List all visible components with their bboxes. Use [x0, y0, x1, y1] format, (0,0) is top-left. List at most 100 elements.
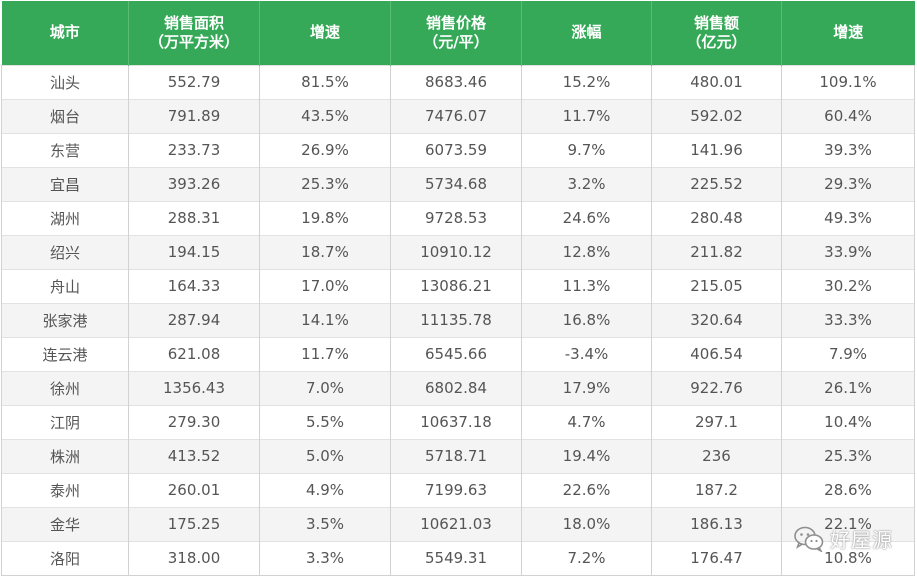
value-cell: 176.47 — [651, 540, 782, 576]
value-cell: 7.0% — [259, 370, 391, 405]
city-cell: 金华 — [1, 506, 129, 541]
value-cell: 12.8% — [521, 234, 652, 269]
value-cell: 1356.43 — [128, 370, 260, 405]
table-row: 泰州 260.01 4.9% 7199.63 22.6% 187.2 28.6% — [1, 472, 915, 507]
table-row: 汕头 552.79 81.5% 8683.46 15.2% 480.01 109.1% — [1, 64, 915, 99]
table-row: 洛阳 318.00 3.3% 5549.31 7.2% 176.47 10.8% — [1, 540, 915, 576]
value-cell: 11135.78 — [390, 302, 522, 337]
table-row: 株洲 413.52 5.0% 5718.71 19.4% 236 25.3% — [1, 438, 915, 473]
value-cell: 81.5% — [259, 64, 391, 99]
value-cell: 393.26 — [128, 166, 260, 201]
city-cell: 洛阳 — [1, 540, 129, 576]
column-header-unit: （万平方米） — [148, 32, 239, 51]
city-cell: 东营 — [1, 132, 129, 167]
table-body: 汕头 552.79 81.5% 8683.46 15.2% 480.01 109.1% 烟台 7… — [1, 64, 915, 576]
column-header: 涨幅 — [521, 1, 652, 65]
value-cell: 6073.59 — [390, 132, 522, 167]
value-cell: 33.3% — [781, 302, 915, 337]
column-header: 销售价格 （元/平） — [390, 1, 522, 65]
column-header: 销售额 （亿元） — [651, 1, 782, 65]
value-cell: 8683.46 — [390, 64, 522, 99]
column-header-label: 销售面积 — [163, 13, 224, 32]
table-row: 宜昌 393.26 25.3% 5734.68 3.2% 225.52 29.3% — [1, 166, 915, 201]
value-cell: 552.79 — [128, 64, 260, 99]
value-cell: 186.13 — [651, 506, 782, 541]
value-cell: 406.54 — [651, 336, 782, 371]
value-cell: -3.4% — [521, 336, 652, 371]
value-cell: 5.5% — [259, 404, 391, 439]
column-header: 城市 — [2, 1, 129, 65]
city-cell: 烟台 — [1, 98, 129, 133]
value-cell: 621.08 — [128, 336, 260, 371]
value-cell: 5718.71 — [390, 438, 522, 473]
value-cell: 109.1% — [781, 64, 915, 99]
value-cell: 39.3% — [781, 132, 915, 167]
city-cell: 绍兴 — [1, 234, 129, 269]
value-cell: 49.3% — [781, 200, 915, 235]
value-cell: 14.1% — [259, 302, 391, 337]
table-row: 张家港 287.94 14.1% 11135.78 16.8% 320.64 33.3% — [1, 302, 915, 337]
value-cell: 30.2% — [781, 268, 915, 303]
value-cell: 16.8% — [521, 302, 652, 337]
column-header-unit: （亿元） — [686, 32, 747, 51]
value-cell: 287.94 — [128, 302, 260, 337]
city-cell: 连云港 — [1, 336, 129, 371]
value-cell: 280.48 — [651, 200, 782, 235]
value-cell: 4.7% — [521, 404, 652, 439]
value-cell: 164.33 — [128, 268, 260, 303]
value-cell: 225.52 — [651, 166, 782, 201]
value-cell: 18.0% — [521, 506, 652, 541]
value-cell: 413.52 — [128, 438, 260, 473]
value-cell: 141.96 — [651, 132, 782, 167]
value-cell: 22.1% — [781, 506, 915, 541]
value-cell: 17.0% — [259, 268, 391, 303]
value-cell: 7476.07 — [390, 98, 522, 133]
table-row: 东营 233.73 26.9% 6073.59 9.7% 141.96 39.3% — [1, 132, 915, 167]
value-cell: 11.7% — [521, 98, 652, 133]
city-cell: 湖州 — [1, 200, 129, 235]
table-row: 绍兴 194.15 18.7% 10910.12 12.8% 211.82 33.9% — [1, 234, 915, 269]
value-cell: 43.5% — [259, 98, 391, 133]
value-cell: 17.9% — [521, 370, 652, 405]
value-cell: 791.89 — [128, 98, 260, 133]
value-cell: 10.4% — [781, 404, 915, 439]
value-cell: 3.5% — [259, 506, 391, 541]
value-cell: 9728.53 — [390, 200, 522, 235]
value-cell: 6802.84 — [390, 370, 522, 405]
column-header-label: 增速 — [309, 23, 340, 42]
column-header-label: 涨幅 — [571, 23, 602, 42]
table-row: 湖州 288.31 19.8% 9728.53 24.6% 280.48 49.3% — [1, 200, 915, 235]
column-header-label: 增速 — [833, 23, 864, 42]
value-cell: 25.3% — [259, 166, 391, 201]
value-cell: 194.15 — [128, 234, 260, 269]
value-cell: 592.02 — [651, 98, 782, 133]
value-cell: 318.00 — [128, 540, 260, 576]
watermark: 好屋源 — [794, 524, 893, 553]
column-header: 增速 — [781, 1, 915, 65]
value-cell: 10.8% — [781, 540, 915, 576]
value-cell: 10621.03 — [390, 506, 522, 541]
value-cell: 215.05 — [651, 268, 782, 303]
value-cell: 29.3% — [781, 166, 915, 201]
value-cell: 175.25 — [128, 506, 260, 541]
value-cell: 7.9% — [781, 336, 915, 371]
value-cell: 236 — [651, 438, 782, 473]
value-cell: 28.6% — [781, 472, 915, 507]
value-cell: 187.2 — [651, 472, 782, 507]
value-cell: 11.7% — [259, 336, 391, 371]
value-cell: 18.7% — [259, 234, 391, 269]
value-cell: 480.01 — [651, 64, 782, 99]
value-cell: 10637.18 — [390, 404, 522, 439]
value-cell: 5734.68 — [390, 166, 522, 201]
table-row: 烟台 791.89 43.5% 7476.07 11.7% 592.02 60.4% — [1, 98, 915, 133]
value-cell: 7.2% — [521, 540, 652, 576]
value-cell: 4.9% — [259, 472, 391, 507]
city-cell: 泰州 — [1, 472, 129, 507]
city-cell: 宜昌 — [1, 166, 129, 201]
city-cell: 张家港 — [1, 302, 129, 337]
value-cell: 5.0% — [259, 438, 391, 473]
table-row: 舟山 164.33 17.0% 13086.21 11.3% 215.05 30.2% — [1, 268, 915, 303]
column-header-label: 城市 — [49, 23, 80, 42]
